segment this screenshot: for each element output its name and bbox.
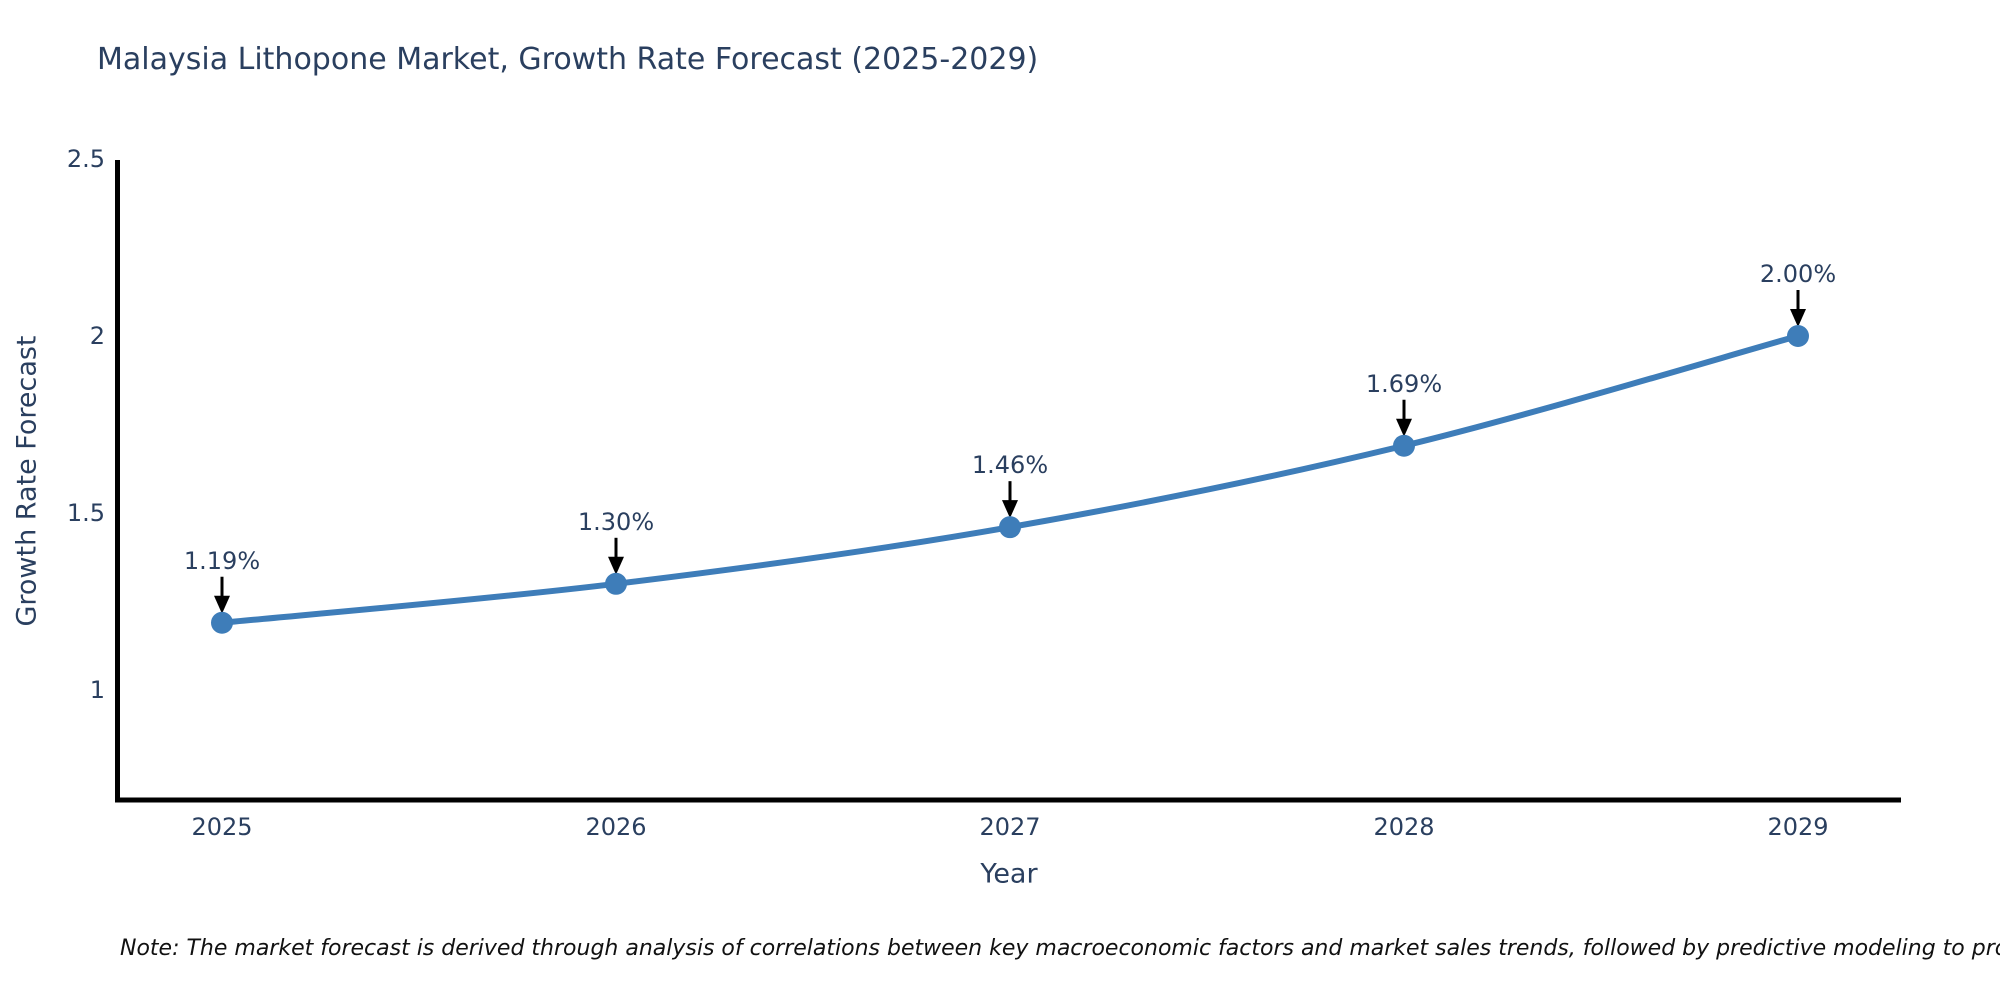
annotation-arrow-head (1790, 309, 1806, 327)
annotation-arrow-head (608, 556, 624, 575)
line-series (219, 333, 1801, 626)
y-axis-tick-label: 1 (89, 676, 105, 704)
y-axis-tick-label: 1.5 (66, 499, 105, 527)
data-point-marker[interactable] (1393, 434, 1415, 457)
data-point-label: 1.69% (1365, 369, 1443, 398)
x-axis-tick-label: 2025 (191, 813, 253, 841)
y-axis-tick-label: 2 (89, 322, 105, 350)
footnote: Note: The market forecast is derived thr… (120, 936, 2000, 961)
data-point-label: 1.19% (183, 546, 261, 575)
y-axis-tick-label: 2.5 (66, 145, 105, 173)
data-point-label: 2.00% (1759, 260, 1837, 288)
chart-title: Malaysia Lithopone Market, Growth Rate F… (97, 42, 1039, 77)
annotation-arrow-head (1396, 418, 1412, 437)
x-axis-tick-label: 2027 (979, 813, 1041, 841)
x-axis-tick-label: 2026 (585, 813, 647, 841)
data-point-label: 1.30% (577, 507, 655, 536)
annotation-arrow-head (214, 595, 230, 614)
annotation-arrow-head (1002, 500, 1018, 519)
data-point-marker[interactable] (211, 611, 233, 634)
data-point-marker[interactable] (605, 572, 627, 595)
x-axis-title: Year (980, 858, 1038, 890)
x-axis-tick-label: 2028 (1373, 813, 1435, 841)
data-point-marker[interactable] (1787, 325, 1809, 347)
data-point-marker[interactable] (999, 516, 1021, 539)
x-axis-tick-label: 2029 (1767, 813, 1829, 841)
y-axis-title: Growth Rate Forecast (11, 335, 43, 627)
data-point-label: 1.46% (971, 451, 1049, 480)
